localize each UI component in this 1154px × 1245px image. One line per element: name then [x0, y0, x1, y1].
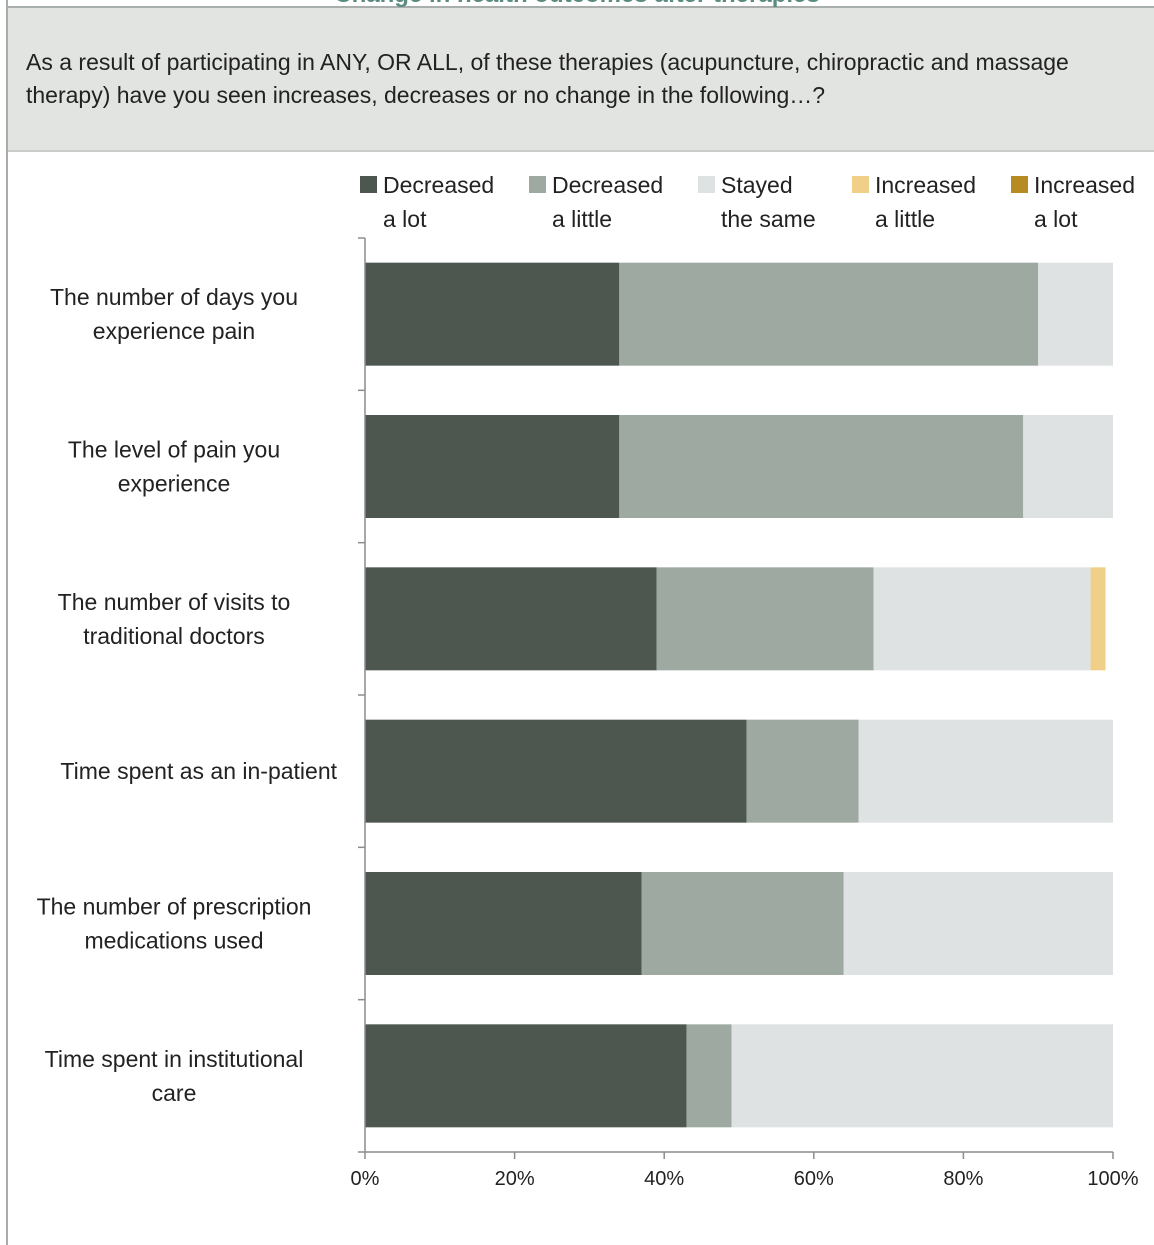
x-tick-label: 60% [794, 1168, 834, 1190]
legend-label: Increased a lot [1034, 172, 1135, 232]
x-tick-label: 100% [1087, 1168, 1138, 1190]
legend-label: Increased a little [875, 172, 976, 232]
bar-segment-row2-series2 [873, 567, 1091, 671]
x-tick-label: 0% [351, 1168, 380, 1190]
chart-legend: Decreased a lot Decreased a little Stayed the… [360, 172, 1135, 232]
x-tick-label: 40% [644, 1168, 684, 1190]
bar-segment-row4-series2 [843, 872, 1113, 975]
chart-axes: 0% 20% 40% 60% 80% 100% [351, 237, 1139, 1190]
category-label: The number of prescription medications us… [37, 894, 312, 954]
x-tick-label: 20% [495, 1168, 535, 1190]
category-label: The level of pain you experience [68, 437, 280, 497]
legend-swatch [852, 176, 869, 193]
category-label: The number of visits to traditional docto… [58, 589, 291, 649]
bar-segment-row1-series2 [1023, 415, 1113, 518]
bar-segment-row1-series0 [365, 415, 620, 518]
bar-segment-row3-series1 [746, 719, 859, 823]
bar-segment-row1-series1 [619, 415, 1024, 518]
bar-segment-row3-series0 [365, 719, 747, 823]
legend-label: Decreased a little [552, 172, 663, 232]
frame-top-rule [6, 6, 1154, 8]
bar-segment-row4-series0 [365, 872, 642, 975]
chart-title: Change in health outcomes after therapie… [0, 0, 1154, 9]
bar-segment-row2-series1 [656, 567, 874, 671]
bar-area [365, 262, 1113, 1128]
bar-segment-row4-series1 [641, 872, 844, 975]
bar-segment-row2-series0 [365, 567, 657, 671]
bar-segment-row0-series0 [365, 262, 620, 366]
bar-segment-row2-series3 [1090, 567, 1106, 671]
legend-label: Stayed the same [721, 172, 816, 232]
bar-segment-row5-series1 [686, 1024, 732, 1128]
category-labels: The number of days you experience pain The… [37, 284, 338, 1106]
question-text: As a result of participating in ANY, OR … [26, 49, 1069, 108]
bar-segment-row0-series2 [1038, 262, 1113, 366]
legend-swatch [698, 176, 715, 193]
question-banner: As a result of participating in ANY, OR … [8, 8, 1154, 152]
category-label: The number of days you experience pain [50, 284, 298, 344]
frame-left-border [6, 0, 8, 1245]
legend-swatch [1011, 176, 1028, 193]
category-label: Time spent as an in-patient [60, 758, 337, 784]
legend-swatch [360, 176, 377, 193]
legend-swatch [529, 176, 546, 193]
bar-segment-row5-series2 [731, 1024, 1113, 1128]
bar-segment-row0-series1 [619, 262, 1039, 366]
bar-segment-row5-series0 [365, 1024, 687, 1128]
x-tick-label: 80% [943, 1168, 983, 1190]
bar-segment-row3-series2 [858, 719, 1113, 823]
legend-label: Decreased a lot [383, 172, 494, 232]
category-label: Time spent in institutional care [45, 1046, 304, 1106]
